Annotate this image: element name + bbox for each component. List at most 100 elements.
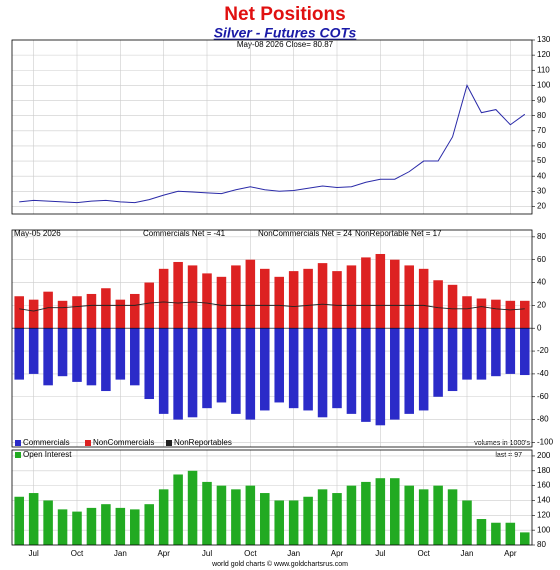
bar bbox=[158, 268, 169, 329]
bar bbox=[260, 328, 270, 411]
cot-annotation: Commercials Net = -41 bbox=[143, 229, 226, 238]
bar bbox=[375, 328, 386, 426]
bar bbox=[390, 328, 400, 420]
bar bbox=[433, 485, 443, 545]
bar bbox=[101, 504, 111, 545]
cot-annotation: NonCommercials Net = 24 bbox=[258, 229, 353, 238]
legend-swatch bbox=[85, 440, 91, 446]
bar bbox=[447, 328, 458, 392]
legend-swatch bbox=[166, 440, 172, 446]
bar bbox=[491, 299, 501, 329]
bar bbox=[390, 259, 400, 329]
bar bbox=[57, 300, 68, 329]
bar bbox=[115, 328, 126, 380]
y-tick-label: 180 bbox=[537, 466, 551, 475]
bar bbox=[216, 276, 227, 329]
bar bbox=[332, 271, 342, 329]
bar bbox=[346, 328, 357, 414]
x-tick-label: Jul bbox=[29, 549, 39, 558]
bar bbox=[433, 280, 443, 329]
y-tick-label: 130 bbox=[537, 35, 551, 44]
bar bbox=[144, 504, 154, 545]
bar bbox=[101, 328, 111, 392]
bar bbox=[361, 257, 371, 329]
bar bbox=[231, 328, 241, 414]
bar bbox=[28, 493, 39, 545]
x-tick-label: Apr bbox=[331, 549, 344, 558]
bar bbox=[115, 507, 126, 545]
x-tick-label: Jan bbox=[461, 549, 474, 558]
bar bbox=[433, 328, 443, 397]
y-tick-label: -80 bbox=[537, 415, 549, 424]
x-tick-label: Jan bbox=[114, 549, 127, 558]
bar bbox=[130, 509, 140, 545]
bar bbox=[332, 328, 342, 409]
y-tick-label: 80 bbox=[537, 111, 546, 120]
bar bbox=[462, 328, 472, 380]
bar bbox=[173, 261, 183, 329]
y-tick-label: 120 bbox=[537, 510, 551, 519]
x-tick-label: Oct bbox=[417, 549, 430, 558]
bar bbox=[57, 328, 68, 377]
y-tick-label: 200 bbox=[537, 451, 551, 460]
bar bbox=[274, 328, 284, 403]
y-tick-label: 100 bbox=[537, 81, 551, 90]
y-tick-label: 60 bbox=[537, 255, 546, 264]
bar bbox=[476, 328, 487, 380]
x-tick-label: Oct bbox=[244, 549, 257, 558]
y-tick-label: -20 bbox=[537, 346, 549, 355]
x-tick-label: Jul bbox=[375, 549, 385, 558]
y-tick-label: 20 bbox=[537, 300, 546, 309]
line bbox=[19, 84, 526, 204]
bar bbox=[43, 500, 53, 545]
plot-frame bbox=[11, 229, 533, 448]
volume-note: volumes in 1000's bbox=[474, 440, 530, 447]
bar bbox=[43, 328, 53, 386]
bar bbox=[72, 511, 82, 545]
y-tick-label: 40 bbox=[537, 171, 546, 180]
y-tick-label: 80 bbox=[537, 232, 546, 241]
bar bbox=[274, 500, 284, 545]
bar bbox=[101, 288, 111, 329]
bar bbox=[115, 299, 126, 329]
bar bbox=[130, 293, 140, 329]
y-tick-label: 100 bbox=[537, 525, 551, 534]
bar bbox=[86, 328, 97, 386]
bar bbox=[216, 485, 227, 545]
bar bbox=[520, 300, 530, 329]
plot-frame bbox=[11, 39, 533, 215]
y-tick-label: 0 bbox=[537, 323, 542, 332]
y-tick-label: 40 bbox=[537, 278, 546, 287]
bar bbox=[43, 291, 53, 329]
bar bbox=[520, 532, 530, 545]
bar bbox=[245, 259, 256, 329]
bar bbox=[447, 284, 458, 329]
bar bbox=[173, 474, 183, 545]
price-annotation: May-08 2026 Close= 80.87 bbox=[237, 40, 334, 49]
bar bbox=[418, 489, 429, 545]
bar bbox=[14, 496, 24, 545]
bar bbox=[476, 519, 487, 545]
y-tick-label: 110 bbox=[537, 65, 550, 74]
bar bbox=[216, 328, 227, 403]
bar bbox=[418, 268, 429, 329]
bar bbox=[187, 470, 198, 545]
bar bbox=[187, 328, 198, 418]
bar bbox=[158, 489, 169, 545]
bar bbox=[14, 328, 24, 380]
chart-subtitle: Silver - Futures COTs bbox=[214, 25, 357, 41]
bar bbox=[28, 328, 39, 374]
bar bbox=[303, 268, 313, 329]
bar bbox=[274, 276, 284, 329]
bar bbox=[144, 328, 154, 400]
chart-title: Net Positions bbox=[224, 4, 345, 25]
y-tick-label: 30 bbox=[537, 186, 546, 195]
bar bbox=[231, 489, 241, 545]
y-tick-label: 120 bbox=[537, 50, 551, 59]
y-tick-label: 80 bbox=[537, 540, 546, 549]
bar bbox=[288, 271, 299, 329]
bar bbox=[332, 493, 342, 545]
bar bbox=[173, 328, 183, 420]
bar bbox=[375, 253, 386, 329]
